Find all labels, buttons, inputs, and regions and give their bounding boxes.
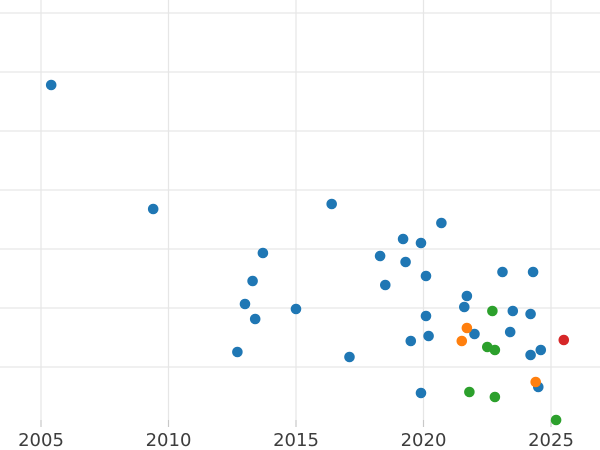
data-point-blue — [525, 308, 536, 320]
data-point-blue — [232, 346, 243, 358]
data-point-blue — [525, 349, 536, 361]
x-axis-tick-label: 2020 — [401, 430, 447, 450]
data-point-blue — [249, 313, 261, 325]
data-point-blue — [45, 79, 57, 91]
data-point-blue — [239, 298, 251, 310]
data-point-blue — [420, 270, 432, 282]
data-point-orange — [530, 376, 541, 388]
data-point-blue — [497, 266, 508, 278]
data-point-blue — [420, 310, 432, 322]
data-point-blue — [405, 335, 417, 347]
data-point-red — [558, 334, 570, 346]
data-point-blue — [504, 326, 516, 338]
data-point-orange — [456, 335, 468, 347]
data-point-green — [487, 305, 498, 317]
x-axis-tick-label: 2005 — [18, 430, 64, 450]
data-point-blue — [535, 344, 547, 356]
data-point-orange — [461, 322, 473, 334]
data-point-blue — [459, 301, 470, 313]
data-point-green — [489, 391, 501, 403]
x-axis-tick-label: 2025 — [528, 430, 574, 450]
data-point-green — [489, 344, 501, 356]
data-point-blue — [374, 250, 386, 262]
data-point-blue — [423, 330, 434, 342]
data-point-blue — [436, 217, 447, 229]
data-point-blue — [326, 198, 338, 210]
data-point-blue — [247, 275, 258, 287]
data-point-green — [464, 386, 475, 398]
data-point-blue — [397, 233, 409, 245]
x-axis-tick-label: 2010 — [146, 430, 192, 450]
data-point-blue — [380, 279, 391, 291]
data-point-blue — [415, 387, 427, 399]
data-point-blue — [527, 266, 539, 278]
data-point-blue — [147, 203, 159, 215]
data-point-blue — [507, 305, 519, 317]
data-point-blue — [344, 351, 355, 363]
data-point-blue — [400, 256, 411, 268]
data-point-blue — [257, 247, 269, 259]
data-point-blue — [290, 303, 302, 315]
data-point-blue — [469, 328, 480, 340]
data-point-blue — [461, 290, 473, 302]
data-point-green — [550, 414, 562, 426]
x-axis-tick-label: 2015 — [273, 430, 319, 450]
data-point-blue — [415, 237, 427, 249]
